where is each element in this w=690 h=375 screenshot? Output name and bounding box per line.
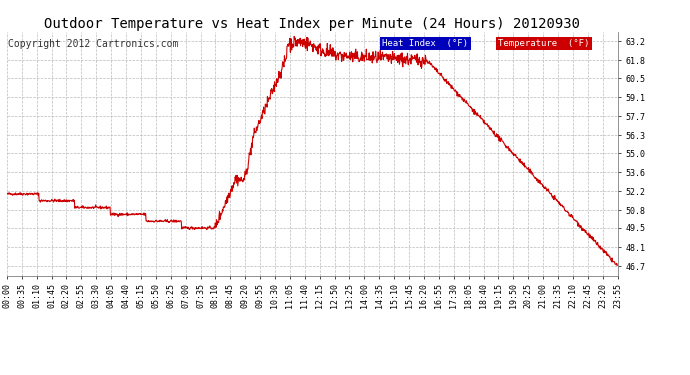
Text: Heat Index  (°F): Heat Index (°F) — [382, 39, 469, 48]
Text: Temperature  (°F): Temperature (°F) — [498, 39, 590, 48]
Text: Copyright 2012 Cartronics.com: Copyright 2012 Cartronics.com — [8, 39, 178, 49]
Title: Outdoor Temperature vs Heat Index per Minute (24 Hours) 20120930: Outdoor Temperature vs Heat Index per Mi… — [44, 17, 580, 31]
